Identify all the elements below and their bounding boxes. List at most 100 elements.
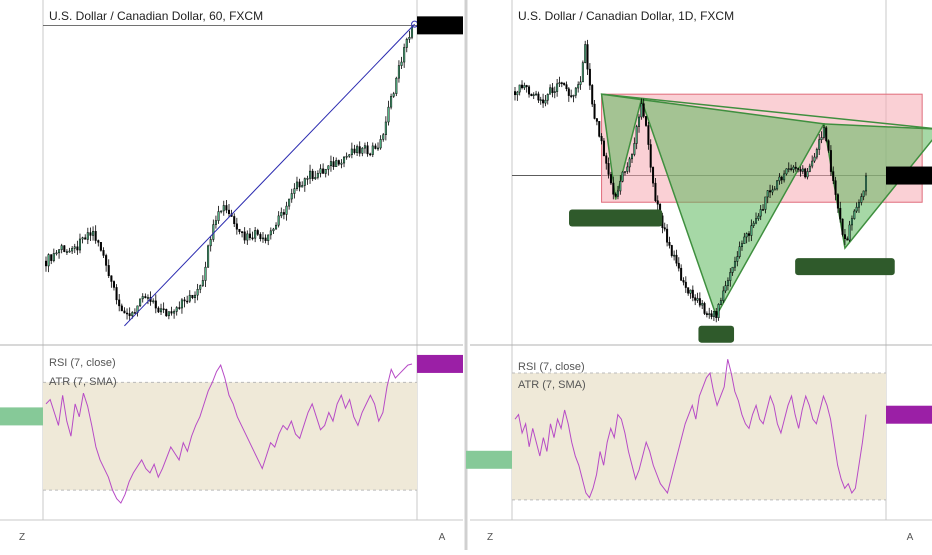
candle-body — [623, 171, 626, 173]
candle-body — [154, 300, 157, 309]
neckline — [601, 93, 932, 130]
candle-body — [544, 99, 547, 104]
candle-body — [705, 313, 708, 316]
candle-body — [731, 266, 734, 273]
candle-body — [314, 177, 317, 180]
candle-body — [196, 288, 199, 296]
candle-body — [586, 44, 589, 70]
candle-body — [733, 261, 736, 268]
candle-body — [792, 166, 795, 170]
candle-body — [829, 150, 832, 172]
axis-labels — [0, 16, 463, 426]
candle-body — [298, 181, 301, 188]
trendline — [124, 23, 415, 327]
candle-body — [251, 237, 254, 240]
candle-body — [65, 251, 68, 253]
candle-body — [804, 168, 807, 178]
candle-body — [241, 231, 244, 233]
candle-body — [656, 200, 659, 205]
candle-body — [397, 65, 400, 79]
auto-scale-button[interactable]: A — [439, 532, 446, 543]
candle-body — [832, 171, 835, 181]
candle-body — [92, 231, 95, 236]
candle-body — [836, 194, 839, 209]
candle-body — [238, 228, 241, 232]
candle-body — [267, 234, 270, 241]
candle-body — [523, 85, 526, 89]
candle-body — [558, 82, 561, 85]
candle-body — [539, 99, 542, 101]
candle-body — [841, 218, 844, 235]
candle-body — [350, 148, 353, 155]
candle-body — [303, 178, 306, 186]
candle-body — [717, 304, 720, 318]
candle-body — [71, 248, 74, 252]
atr-label: ATR (7, SMA) — [49, 376, 117, 388]
candle-body — [144, 296, 147, 299]
rsi-polyline — [514, 359, 867, 499]
candle-body — [392, 93, 395, 97]
candle-body — [537, 93, 540, 101]
candle-body — [183, 299, 186, 302]
candle-body — [862, 190, 865, 197]
candle-body — [55, 252, 58, 255]
candle-body — [680, 267, 683, 281]
candle-body — [410, 26, 414, 38]
candle-body — [193, 294, 197, 299]
candle-body — [616, 190, 619, 197]
candle-body — [186, 300, 189, 303]
candle-body — [348, 154, 351, 157]
candle-body — [50, 254, 53, 261]
candle-body — [797, 168, 800, 170]
auto-scale-button[interactable]: A — [907, 532, 914, 543]
price-candles — [44, 26, 414, 321]
rsi-last-tag — [417, 354, 463, 373]
candle-body — [178, 307, 181, 309]
candle-body — [152, 300, 155, 303]
candle-body — [324, 168, 327, 174]
candle-body — [110, 275, 113, 282]
candle-body — [235, 223, 238, 230]
candle-body — [621, 171, 624, 182]
candle-body — [783, 173, 786, 181]
candle-body — [157, 307, 160, 313]
atr-last-tag — [466, 450, 512, 469]
candle-body — [94, 231, 97, 241]
candle-body — [755, 218, 758, 224]
candle-body — [549, 87, 552, 95]
chart-title: U.S. Dollar / Canadian Dollar, 60, FXCM — [49, 9, 263, 23]
atr-label: ATR (7, SMA) — [518, 379, 586, 391]
axis-labels — [466, 166, 932, 469]
candle-body — [813, 156, 816, 162]
candle-body — [682, 280, 685, 283]
candle-body — [815, 149, 818, 158]
candle-body — [595, 118, 598, 122]
candle-body — [605, 155, 608, 164]
timezone-button[interactable]: Z — [19, 532, 25, 543]
candle-body — [525, 85, 528, 88]
candle-body — [764, 196, 767, 210]
candle-body — [285, 205, 288, 215]
candle-body — [89, 232, 92, 236]
timezone-button[interactable]: Z — [487, 532, 493, 543]
candle-body — [776, 180, 779, 190]
candle-body — [560, 82, 563, 84]
candle-body — [551, 87, 554, 93]
rsi-label: RSI (7, close) — [518, 361, 585, 373]
candle-body — [329, 161, 332, 167]
candle-body — [293, 188, 296, 194]
candle-body — [188, 294, 191, 302]
candle-body — [374, 145, 377, 149]
candle-body — [670, 245, 673, 256]
candle-body — [227, 209, 231, 215]
candle-body — [73, 246, 76, 249]
candle-body — [162, 308, 165, 311]
candle-body — [843, 234, 846, 240]
candle-body — [609, 174, 612, 184]
candle-body — [209, 239, 212, 247]
candle-body — [337, 160, 340, 165]
rsi-band-fill — [512, 373, 886, 500]
candle-body — [191, 294, 194, 299]
candle-body — [81, 237, 84, 240]
candle-body — [272, 228, 275, 232]
